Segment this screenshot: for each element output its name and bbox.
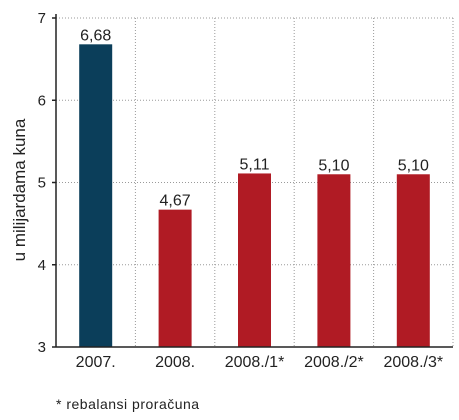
x-tick-label: 2008./3* — [383, 354, 443, 371]
y-tick-label: 3 — [38, 339, 46, 356]
y-tick-label: 4 — [38, 257, 46, 274]
bar-2 — [158, 209, 192, 347]
x-tick-label: 2007. — [76, 354, 116, 371]
axes: 2007. 2008. 2008./1* 2008./2* 2008./3* 3 4 5 6 7 — [38, 10, 453, 371]
data-label: 5,11 — [240, 156, 270, 173]
x-tick-label: 2008./2* — [304, 354, 364, 371]
y-tick-label: 6 — [38, 92, 46, 109]
bar-4 — [317, 174, 351, 347]
bar-1 — [79, 44, 113, 347]
y-tick-label: 7 — [38, 10, 46, 27]
y-tick-label: 5 — [38, 175, 46, 192]
data-label: 5,10 — [398, 157, 429, 174]
y-axis-label: u milijardama kuna — [10, 118, 29, 261]
bars: 6,68 4,67 5,11 5,10 5,10 — [79, 27, 430, 347]
bar-3 — [238, 173, 271, 347]
x-tick-label: 2008. — [155, 354, 195, 371]
data-label: 6,68 — [80, 27, 111, 44]
footnote: * rebalansi proračuna — [56, 396, 200, 412]
data-label: 4,67 — [160, 193, 191, 210]
data-label: 5,10 — [318, 157, 349, 174]
grid-lines — [56, 17, 454, 347]
bar-5 — [396, 174, 430, 347]
x-tick-label: 2008./1* — [225, 354, 285, 371]
